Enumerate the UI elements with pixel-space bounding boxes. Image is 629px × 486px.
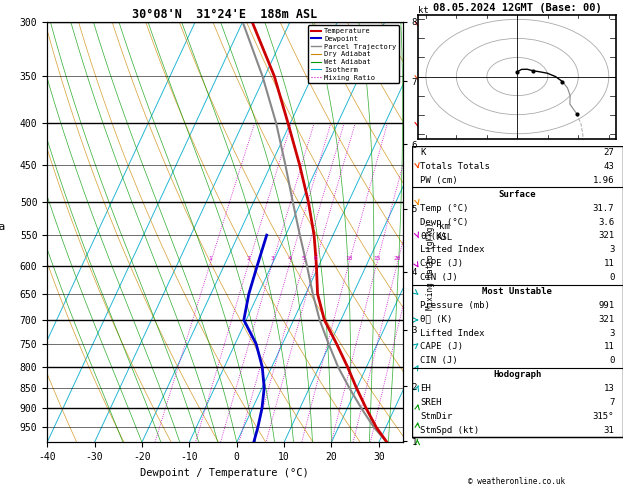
Text: 31: 31 [604,426,615,434]
Text: Lifted Index: Lifted Index [420,329,485,338]
Text: Lifted Index: Lifted Index [420,245,485,254]
Text: 1: 1 [209,256,213,260]
Text: 43: 43 [604,162,615,171]
Text: θᴇ (K): θᴇ (K) [420,315,453,324]
X-axis label: Dewpoint / Temperature (°C): Dewpoint / Temperature (°C) [140,468,309,478]
Text: CIN (J): CIN (J) [420,356,458,365]
Text: 15: 15 [373,256,381,260]
Text: 20: 20 [394,256,401,260]
Text: 3: 3 [609,329,615,338]
Text: 27: 27 [604,148,615,157]
Text: StmSpd (kt): StmSpd (kt) [420,426,479,434]
Y-axis label: km
ASL: km ASL [437,223,453,242]
Text: Mixing Ratio (g/kg): Mixing Ratio (g/kg) [426,222,435,310]
Text: 2: 2 [247,256,251,260]
Text: SREH: SREH [420,398,442,407]
Text: 4: 4 [288,256,292,260]
Text: CIN (J): CIN (J) [420,273,458,282]
Legend: Temperature, Dewpoint, Parcel Trajectory, Dry Adiabat, Wet Adiabat, Isotherm, Mi: Temperature, Dewpoint, Parcel Trajectory… [308,25,399,83]
Text: Surface: Surface [499,190,536,199]
Text: 991: 991 [598,301,615,310]
Text: 08.05.2024 12GMT (Base: 00): 08.05.2024 12GMT (Base: 00) [433,3,601,13]
Text: Pressure (mb): Pressure (mb) [420,301,490,310]
Text: 1.96: 1.96 [593,176,615,185]
Text: EH: EH [420,384,431,393]
Text: Dewp (°C): Dewp (°C) [420,218,469,226]
Text: K: K [420,148,426,157]
Text: 5: 5 [302,256,306,260]
Text: Hodograph: Hodograph [493,370,542,379]
Text: 321: 321 [598,315,615,324]
Text: CAPE (J): CAPE (J) [420,259,464,268]
Title: 30°08'N  31°24'E  188m ASL: 30°08'N 31°24'E 188m ASL [132,8,318,21]
Text: 10: 10 [345,256,353,260]
Text: 31.7: 31.7 [593,204,615,213]
Text: 3.6: 3.6 [598,218,615,226]
Text: Temp (°C): Temp (°C) [420,204,469,213]
Text: 315°: 315° [593,412,615,421]
Text: © weatheronline.co.uk: © weatheronline.co.uk [469,477,565,486]
Text: 0: 0 [609,356,615,365]
Text: StmDir: StmDir [420,412,453,421]
Text: Totals Totals: Totals Totals [420,162,490,171]
Text: 11: 11 [604,343,615,351]
Text: Most Unstable: Most Unstable [482,287,552,296]
Text: kt: kt [418,5,429,15]
Text: 321: 321 [598,231,615,241]
Text: θᴇ(K): θᴇ(K) [420,231,447,241]
Text: 11: 11 [604,259,615,268]
Text: CAPE (J): CAPE (J) [420,343,464,351]
Text: 0: 0 [609,273,615,282]
Text: 13: 13 [604,384,615,393]
Y-axis label: hPa: hPa [0,222,5,232]
Text: PW (cm): PW (cm) [420,176,458,185]
Text: 7: 7 [609,398,615,407]
Text: 3: 3 [270,256,274,260]
Text: 3: 3 [609,245,615,254]
Text: 6: 6 [314,256,317,260]
